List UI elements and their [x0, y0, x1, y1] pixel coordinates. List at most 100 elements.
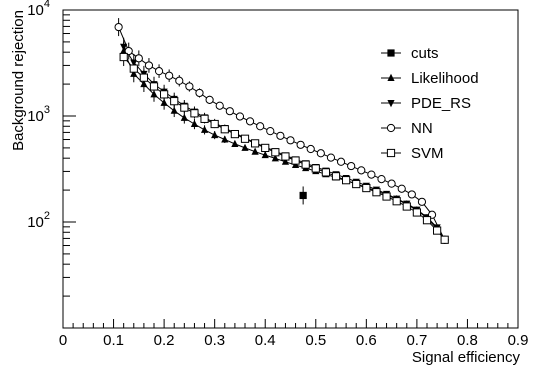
data-point-nn [196, 89, 203, 96]
legend-entry-nn: NN [381, 120, 433, 137]
data-point-svm [302, 161, 309, 168]
data-point-svm [393, 198, 400, 205]
data-point-nn [186, 83, 193, 90]
legend-marker-likelihood [387, 74, 394, 81]
legend-marker-nn [387, 124, 394, 131]
legend-label-nn: NN [411, 120, 433, 137]
series-nn [115, 18, 448, 243]
data-point-svm [221, 126, 228, 133]
data-point-svm [171, 98, 178, 105]
data-point-likelihood [171, 107, 178, 114]
legend-marker-cuts [387, 49, 394, 56]
data-point-likelihood [191, 120, 198, 127]
y-tick-exponent: 2 [44, 210, 50, 222]
data-point-nn [115, 23, 122, 30]
data-point-svm [363, 184, 370, 191]
data-point-svm [403, 203, 410, 210]
data-point-nn [317, 150, 324, 157]
legend-entry-svm: SVM [381, 145, 444, 162]
x-tick-label: 0 [59, 332, 67, 349]
data-point-svm [282, 153, 289, 160]
data-point-svm [130, 65, 137, 72]
data-point-nn [135, 55, 142, 62]
data-point-svm [332, 173, 339, 180]
data-point-nn [337, 158, 344, 165]
data-point-svm [211, 120, 218, 127]
y-tick-label: 103 [27, 104, 50, 125]
y-tick-label: 104 [27, 0, 50, 19]
data-point-svm [231, 130, 238, 137]
data-point-nn [166, 72, 173, 79]
legend-entry-likelihood: Likelihood [381, 70, 479, 87]
data-point-svm [353, 180, 360, 187]
data-point-svm [322, 169, 329, 176]
x-axis: 0 0.1 0.2 0.3 0.4 0.5 0.6 0.7 0.8 0.9 [59, 319, 529, 349]
data-point-svm [423, 217, 430, 224]
y-tick-label: 102 [27, 210, 50, 231]
data-point-nn [226, 108, 233, 115]
data-point-nn [368, 171, 375, 178]
x-tick-label: 0.3 [204, 332, 225, 349]
series-cuts [300, 186, 307, 204]
data-point-svm [150, 83, 157, 90]
y-tick-exponent: 4 [44, 0, 50, 10]
legend-label-likelihood: Likelihood [411, 70, 479, 87]
data-point-cuts [300, 192, 307, 199]
legend-label-pde-rs: PDE_RS [411, 95, 471, 112]
series-layer [115, 18, 448, 244]
x-tick-label: 0.8 [457, 332, 478, 349]
data-point-svm [441, 236, 448, 243]
legend-label-svm: SVM [411, 145, 444, 162]
x-tick-label: 0.9 [508, 332, 529, 349]
data-point-nn [388, 180, 395, 187]
x-tick-label: 0.6 [356, 332, 377, 349]
data-point-nn [408, 191, 415, 198]
data-point-svm [292, 157, 299, 164]
legend: cuts Likelihood PDE_RS NN SVM [381, 45, 479, 162]
data-point-nn [145, 62, 152, 69]
data-point-likelihood [181, 114, 188, 121]
data-point-nn [378, 175, 385, 182]
data-point-svm [312, 165, 319, 172]
data-point-nn [216, 102, 223, 109]
x-tick-label: 0.5 [305, 332, 326, 349]
data-point-svm [434, 227, 441, 234]
data-point-svm [262, 144, 269, 151]
data-point-svm [413, 209, 420, 216]
data-point-svm [161, 91, 168, 98]
data-point-nn [155, 68, 162, 75]
data-point-nn [246, 118, 253, 125]
legend-label-cuts: cuts [411, 45, 439, 62]
y-tick-base: 10 [27, 2, 44, 19]
x-axis-label: Signal efficiency [412, 349, 521, 366]
data-point-nn [236, 113, 243, 120]
data-point-nn [257, 123, 264, 130]
series-pde-rs [120, 38, 448, 244]
legend-entry-cuts: cuts [381, 45, 439, 62]
data-point-svm [252, 140, 259, 147]
x-tick-label: 0.4 [255, 332, 276, 349]
data-point-nn [287, 137, 294, 144]
x-tick-label: 0.7 [406, 332, 427, 349]
data-point-nn [327, 154, 334, 161]
data-point-svm [181, 104, 188, 111]
data-point-svm [241, 135, 248, 142]
data-point-nn [277, 132, 284, 139]
data-point-svm [343, 177, 350, 184]
data-point-svm [191, 110, 198, 117]
data-point-nn [206, 96, 213, 103]
data-point-nn [307, 145, 314, 152]
y-tick-base: 10 [27, 214, 44, 231]
data-point-svm [201, 115, 208, 122]
legend-marker-svm [387, 149, 394, 156]
x-tick-label: 0.2 [154, 332, 175, 349]
data-point-nn [297, 141, 304, 148]
data-point-svm [120, 53, 127, 60]
data-point-nn [348, 162, 355, 169]
y-axis-label: Background rejection [10, 10, 27, 151]
legend-entry-pde-rs: PDE_RS [381, 95, 471, 112]
data-point-nn [358, 167, 365, 174]
